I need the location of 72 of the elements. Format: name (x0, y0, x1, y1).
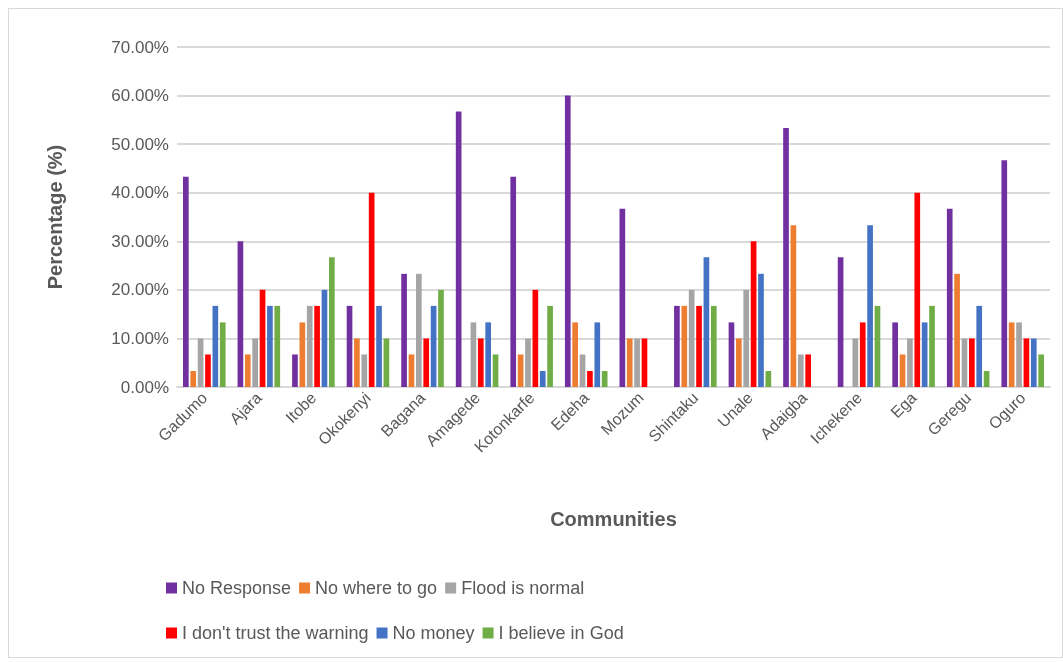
bar (525, 338, 531, 387)
bar (1030, 338, 1037, 387)
y-tick-label: 20.00% (111, 280, 169, 300)
bar (329, 257, 335, 387)
bar (354, 338, 360, 387)
bar (477, 338, 484, 387)
bar (1016, 322, 1022, 387)
bar (969, 338, 975, 387)
bar (594, 322, 601, 387)
bar (805, 354, 811, 387)
legend-label: No where to go (315, 578, 438, 598)
bar (696, 305, 702, 387)
bar (892, 322, 898, 387)
bar (587, 370, 593, 387)
legend-label: No Response (182, 578, 292, 598)
bar (634, 338, 640, 387)
y-tick-label: 50.00% (111, 134, 169, 154)
y-axis-title: Percentage (%) (44, 144, 66, 290)
y-tick-label: 60.00% (111, 86, 169, 106)
legend-label: I believe in God (498, 623, 624, 643)
bar (205, 354, 211, 387)
y-tick-label: 70.00% (111, 37, 169, 57)
bar (674, 305, 680, 387)
bar (681, 305, 688, 387)
bar (190, 370, 197, 387)
bar (539, 370, 546, 387)
bar (219, 322, 226, 387)
bar (572, 322, 578, 387)
bar (797, 354, 804, 387)
bar (244, 354, 251, 387)
bar (510, 176, 517, 387)
bar (183, 176, 189, 387)
bar (743, 289, 750, 387)
bar (485, 322, 491, 387)
bar (438, 289, 444, 387)
bar (274, 305, 281, 387)
legend-label: No money (392, 623, 475, 643)
bar (416, 273, 422, 387)
bar (914, 192, 921, 387)
bar (547, 305, 553, 387)
bar (954, 273, 960, 387)
bar (292, 354, 298, 387)
bar (376, 305, 382, 387)
bar (314, 305, 320, 387)
bar (252, 338, 258, 387)
bar (626, 338, 633, 387)
bar (783, 128, 789, 387)
bar (267, 305, 273, 387)
bar (907, 338, 913, 387)
x-axis-title: Communities (550, 508, 677, 530)
bar (423, 338, 430, 387)
bar (867, 225, 873, 387)
bar (929, 305, 935, 387)
bar (361, 354, 368, 387)
bar (758, 273, 764, 387)
bar (1038, 354, 1044, 387)
y-tick-label: 0.00% (120, 377, 169, 397)
bar (976, 305, 983, 387)
bar (736, 338, 742, 387)
bar (859, 322, 866, 387)
bar (710, 305, 717, 387)
bar (946, 208, 953, 387)
bar (1001, 160, 1008, 387)
legend-label: Flood is normal (461, 578, 585, 598)
legend-label: I don't trust the warning (182, 623, 369, 643)
y-tick-label: 40.00% (111, 183, 169, 203)
y-tick-label: 10.00% (111, 328, 169, 348)
bar (564, 95, 571, 387)
y-tick-label: 30.00% (111, 231, 169, 251)
bar (401, 273, 407, 387)
x-tick-label: Ega (887, 388, 920, 422)
bar (306, 305, 313, 387)
